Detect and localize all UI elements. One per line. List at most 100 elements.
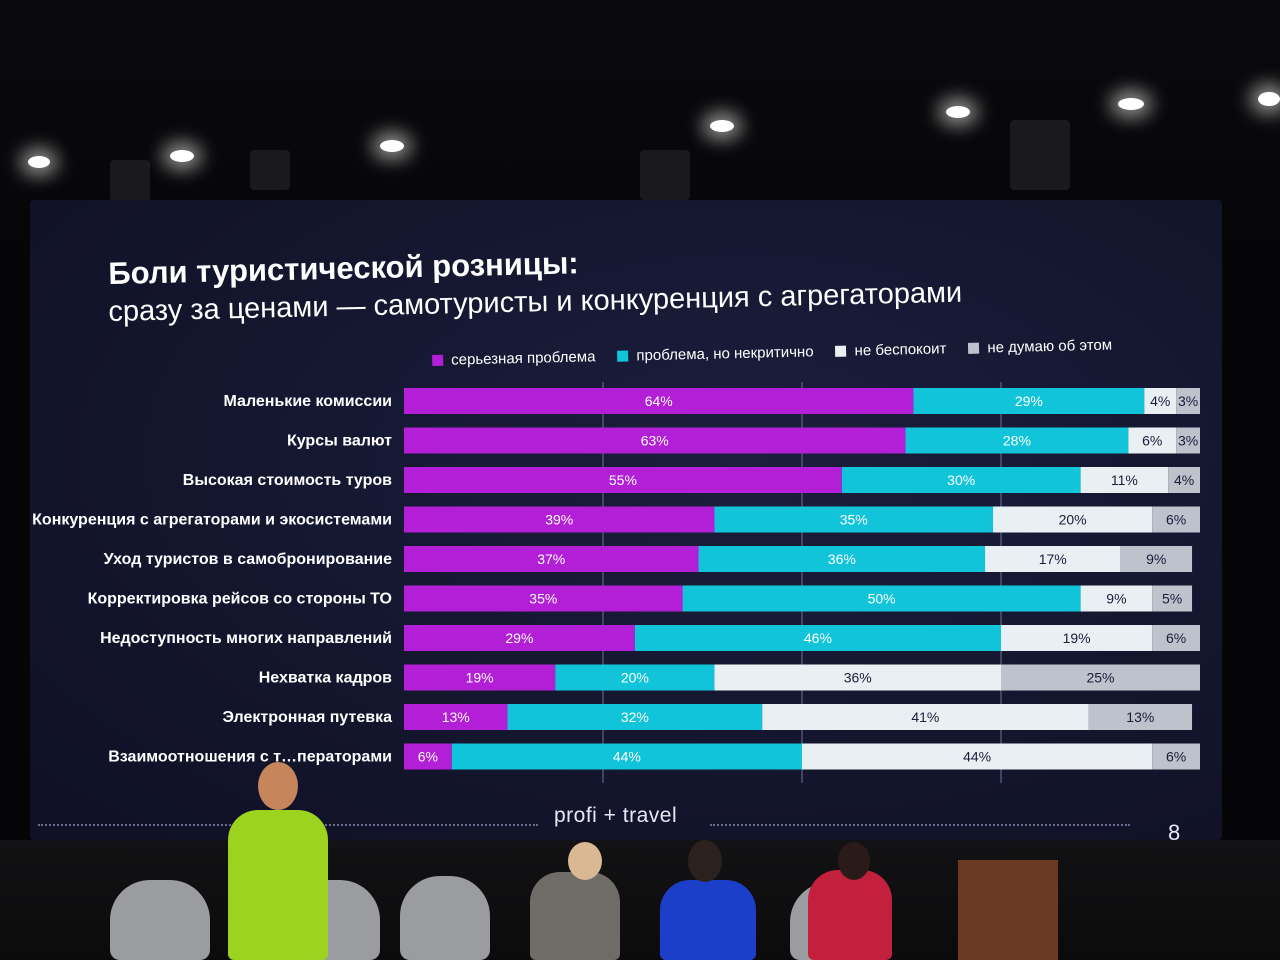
bar-segment [1088, 704, 1193, 730]
bar-segment [1080, 467, 1169, 493]
bar-segment [404, 467, 842, 493]
bar-segment [1152, 625, 1200, 651]
ceiling-fixture [640, 150, 690, 200]
data-label: 28% [1003, 433, 1031, 449]
category-label: Высокая стоимость туров [183, 472, 392, 489]
category-label: Курсы валют [287, 433, 392, 450]
category-label: Конкуренция с агрегаторами и экосистемам… [32, 512, 392, 529]
data-label: 6% [418, 749, 438, 765]
data-label: 3% [1178, 433, 1198, 449]
podium [958, 860, 1058, 960]
data-label: 4% [1174, 472, 1194, 488]
data-label: 41% [911, 709, 939, 725]
category-label: Электронная путевка [223, 709, 393, 726]
data-label: 5% [1162, 591, 1182, 607]
bar-segment [404, 427, 906, 454]
ceiling-light [710, 120, 734, 132]
bar-segment [404, 664, 556, 691]
ceiling-light [170, 150, 194, 162]
data-label: 50% [868, 591, 896, 607]
data-label: 19% [466, 670, 494, 686]
panelist [660, 880, 756, 960]
ceiling-light [1118, 98, 1144, 110]
bar-segment [714, 506, 994, 533]
bar-segment [404, 546, 699, 572]
data-label: 29% [505, 630, 533, 646]
bar-segment [698, 546, 986, 572]
bar-segment [1176, 427, 1200, 454]
data-label: 30% [947, 472, 975, 488]
bar-segment [404, 743, 452, 770]
ceiling-fixture [1010, 120, 1070, 190]
panelist-head [688, 840, 722, 882]
bar-segment [1144, 388, 1177, 414]
category-label: Маленькие комиссии [224, 393, 392, 410]
footer-divider-right [710, 824, 1130, 826]
bar-segment [905, 427, 1129, 454]
stage [0, 762, 1280, 960]
bar-segment [1176, 388, 1200, 414]
data-label: 13% [442, 709, 470, 725]
data-label: 9% [1106, 591, 1126, 607]
data-label: 9% [1146, 551, 1166, 567]
panelist [530, 872, 620, 960]
bar-segment [404, 585, 683, 612]
data-label: 17% [1039, 551, 1067, 567]
bar-segment [985, 546, 1121, 572]
bar-segment [1152, 506, 1200, 533]
data-label: 4% [1150, 393, 1170, 409]
panelist-head [838, 842, 870, 880]
data-label: 29% [1015, 393, 1043, 409]
data-label: 13% [1126, 709, 1154, 725]
data-label: 35% [529, 591, 557, 607]
speaker-head [258, 762, 298, 810]
category-label: Взаимоотношения с т…ператорами [108, 749, 392, 766]
category-label: Недоступность многих направлений [100, 630, 392, 647]
data-label: 6% [1166, 749, 1186, 765]
presentation-screen: Боли туристической розницы: сразу за цен… [30, 200, 1222, 845]
data-label: 20% [621, 670, 649, 686]
data-label: 39% [545, 512, 573, 528]
stacked-bar-chart: Маленькие комиссии 64% 29% 4% 3% Курсы валют 6… [32, 382, 1200, 783]
data-label: 6% [1166, 630, 1186, 646]
bar-segment [555, 664, 715, 691]
panelist-head [568, 842, 602, 880]
data-label: 44% [963, 749, 991, 765]
data-label: 20% [1059, 512, 1087, 528]
bar-segment [1128, 427, 1177, 454]
armchair [110, 880, 210, 960]
bar-segment [993, 506, 1153, 533]
bar-segment [1001, 664, 1200, 691]
data-label: 11% [1111, 472, 1138, 488]
bar-segment [634, 625, 1001, 651]
brand-logo: profi + travel [554, 804, 678, 827]
category-label: Корректировка рейсов со стороны ТО [88, 591, 392, 608]
bar-segment [1152, 585, 1193, 612]
data-label: 25% [1086, 670, 1114, 686]
data-label: 19% [1063, 630, 1091, 646]
bar-segment [714, 664, 1001, 691]
bar-segment [913, 388, 1145, 414]
bar-segment [404, 704, 508, 730]
data-label: 6% [1142, 433, 1162, 449]
data-label: 35% [840, 512, 868, 528]
bar-segment [1001, 625, 1153, 651]
bar-segment [507, 704, 763, 730]
bar-segment [682, 585, 1081, 612]
data-label: 63% [641, 433, 669, 449]
armchair [400, 876, 490, 960]
ceiling-light [28, 156, 50, 168]
ceiling-fixture [250, 150, 290, 190]
data-label: 37% [537, 551, 565, 567]
bar-segment [1080, 585, 1153, 612]
bar-segment [762, 704, 1089, 730]
bar-segment [802, 743, 1153, 770]
panelist [808, 870, 892, 960]
bar-segment [404, 506, 715, 533]
data-label: 32% [621, 709, 649, 725]
data-label: 36% [844, 670, 872, 686]
ceiling-light [1258, 92, 1280, 106]
data-label: 55% [609, 472, 637, 488]
bar-segment [1168, 467, 1200, 493]
bar-segment [451, 743, 802, 770]
